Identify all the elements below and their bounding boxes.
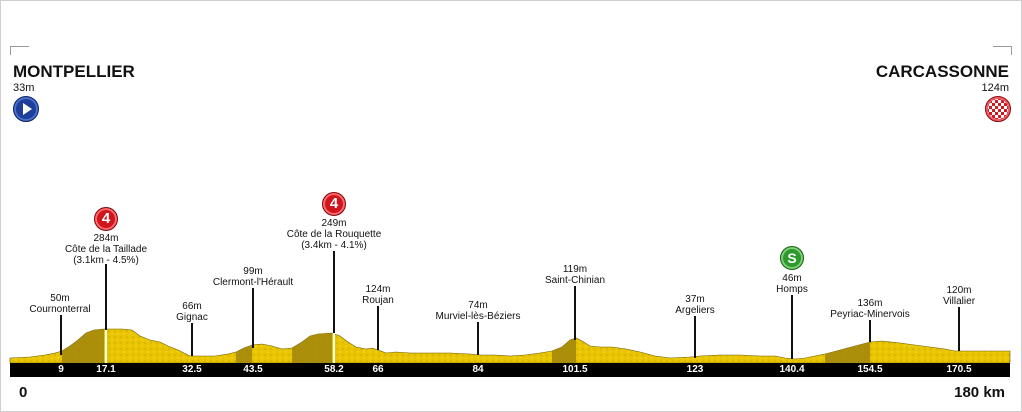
point-pin (333, 251, 335, 333)
point-name: Peyriac-Minervois (830, 309, 910, 320)
point-altitude: 124m (365, 284, 391, 295)
point-name: Homps (776, 284, 808, 295)
km-label: 9 (58, 364, 64, 375)
point-pin (252, 288, 254, 348)
distance-bar (10, 363, 1010, 377)
point-pin (477, 322, 479, 355)
point-pin (574, 286, 576, 340)
sprint-badge: S (780, 246, 804, 270)
point-name: Argeliers (675, 305, 715, 316)
km-label: 17.1 (96, 364, 116, 375)
frame-corner-left (10, 46, 29, 55)
km-label: 154.5 (857, 364, 883, 375)
km-label: 43.5 (243, 364, 263, 375)
point-name: Côte de la Rouquette (286, 229, 382, 240)
point-name: Roujan (362, 295, 394, 306)
climb-detail: (3.4km - 4.1%) (301, 240, 367, 251)
point-pin (191, 323, 193, 356)
km-label: 32.5 (182, 364, 202, 375)
point-pin (791, 295, 793, 359)
point-pin (694, 316, 696, 358)
km-label: 58.2 (324, 364, 344, 375)
point-label: 66m Gignac (176, 301, 208, 323)
point-label: 74m Murviel-lès-Béziers (435, 300, 520, 322)
km-label: 101.5 (562, 364, 588, 375)
point-label: 136m Peyriac-Minervois (830, 298, 909, 320)
point-pin (60, 315, 62, 355)
frame-corner-right (993, 46, 1012, 55)
terrain-area (9, 328, 1011, 364)
climb-detail: (3.1km - 4.5%) (73, 255, 139, 266)
point-label: 99m Clermont-l'Hérault (213, 266, 293, 288)
finish-town: CARCASSONNE (875, 62, 1009, 81)
start-altitude: 33m (13, 82, 35, 94)
point-label: 50m Cournonterral (29, 293, 90, 315)
point-pin (869, 320, 871, 342)
point-label: 37m Argeliers (675, 294, 714, 316)
point-altitude: 136m (857, 298, 883, 309)
point-label: 120m Villalier (943, 285, 975, 307)
kom-category-badge: 4 (322, 192, 346, 216)
point-altitude: 284m (93, 233, 119, 244)
point-altitude: 66m (182, 301, 202, 312)
point-label: 124m Roujan (362, 284, 394, 306)
point-pin (958, 307, 960, 351)
point-altitude: 249m (321, 218, 347, 229)
point-label: 46m Homps (776, 273, 808, 295)
point-name: Clermont-l'Hérault (212, 277, 294, 288)
point-altitude: 46m (782, 273, 802, 284)
point-altitude: 99m (243, 266, 263, 277)
point-altitude: 119m (562, 264, 588, 275)
point-altitude: 74m (468, 300, 488, 311)
start-play-icon (13, 96, 39, 122)
km-label: 123 (686, 364, 704, 375)
start-town: MONTPELLIER (13, 62, 135, 81)
point-name: Cournonterral (29, 304, 91, 315)
finish-altitude: 124m (981, 82, 1009, 94)
point-name: Murviel-lès-Béziers (435, 311, 521, 322)
point-name: Côte de la Taillade (64, 244, 148, 255)
km-label: 66 (372, 364, 384, 375)
point-pin (377, 306, 379, 350)
km-label: 140.4 (779, 364, 805, 375)
point-label: 119m Saint-Chinian (545, 264, 605, 286)
km-label: 84 (472, 364, 484, 375)
point-altitude: 120m (946, 285, 972, 296)
point-label: 284m Côte de la Taillade (3.1km - 4.5%) (65, 233, 147, 266)
km-label: 170.5 (946, 364, 972, 375)
point-name: Gignac (176, 312, 208, 323)
point-name: Saint-Chinian (544, 275, 606, 286)
finish-flag-icon (985, 96, 1011, 122)
point-altitude: 50m (50, 293, 70, 304)
point-name: Villalier (942, 296, 976, 307)
axis-end-label: 180 km (954, 384, 1005, 401)
point-label: 249m Côte de la Rouquette (3.4km - 4.1%) (287, 218, 382, 251)
point-pin (105, 264, 107, 330)
axis-start-label: 0 (19, 384, 28, 401)
point-altitude: 37m (685, 294, 705, 305)
kom-category-badge: 4 (94, 207, 118, 231)
